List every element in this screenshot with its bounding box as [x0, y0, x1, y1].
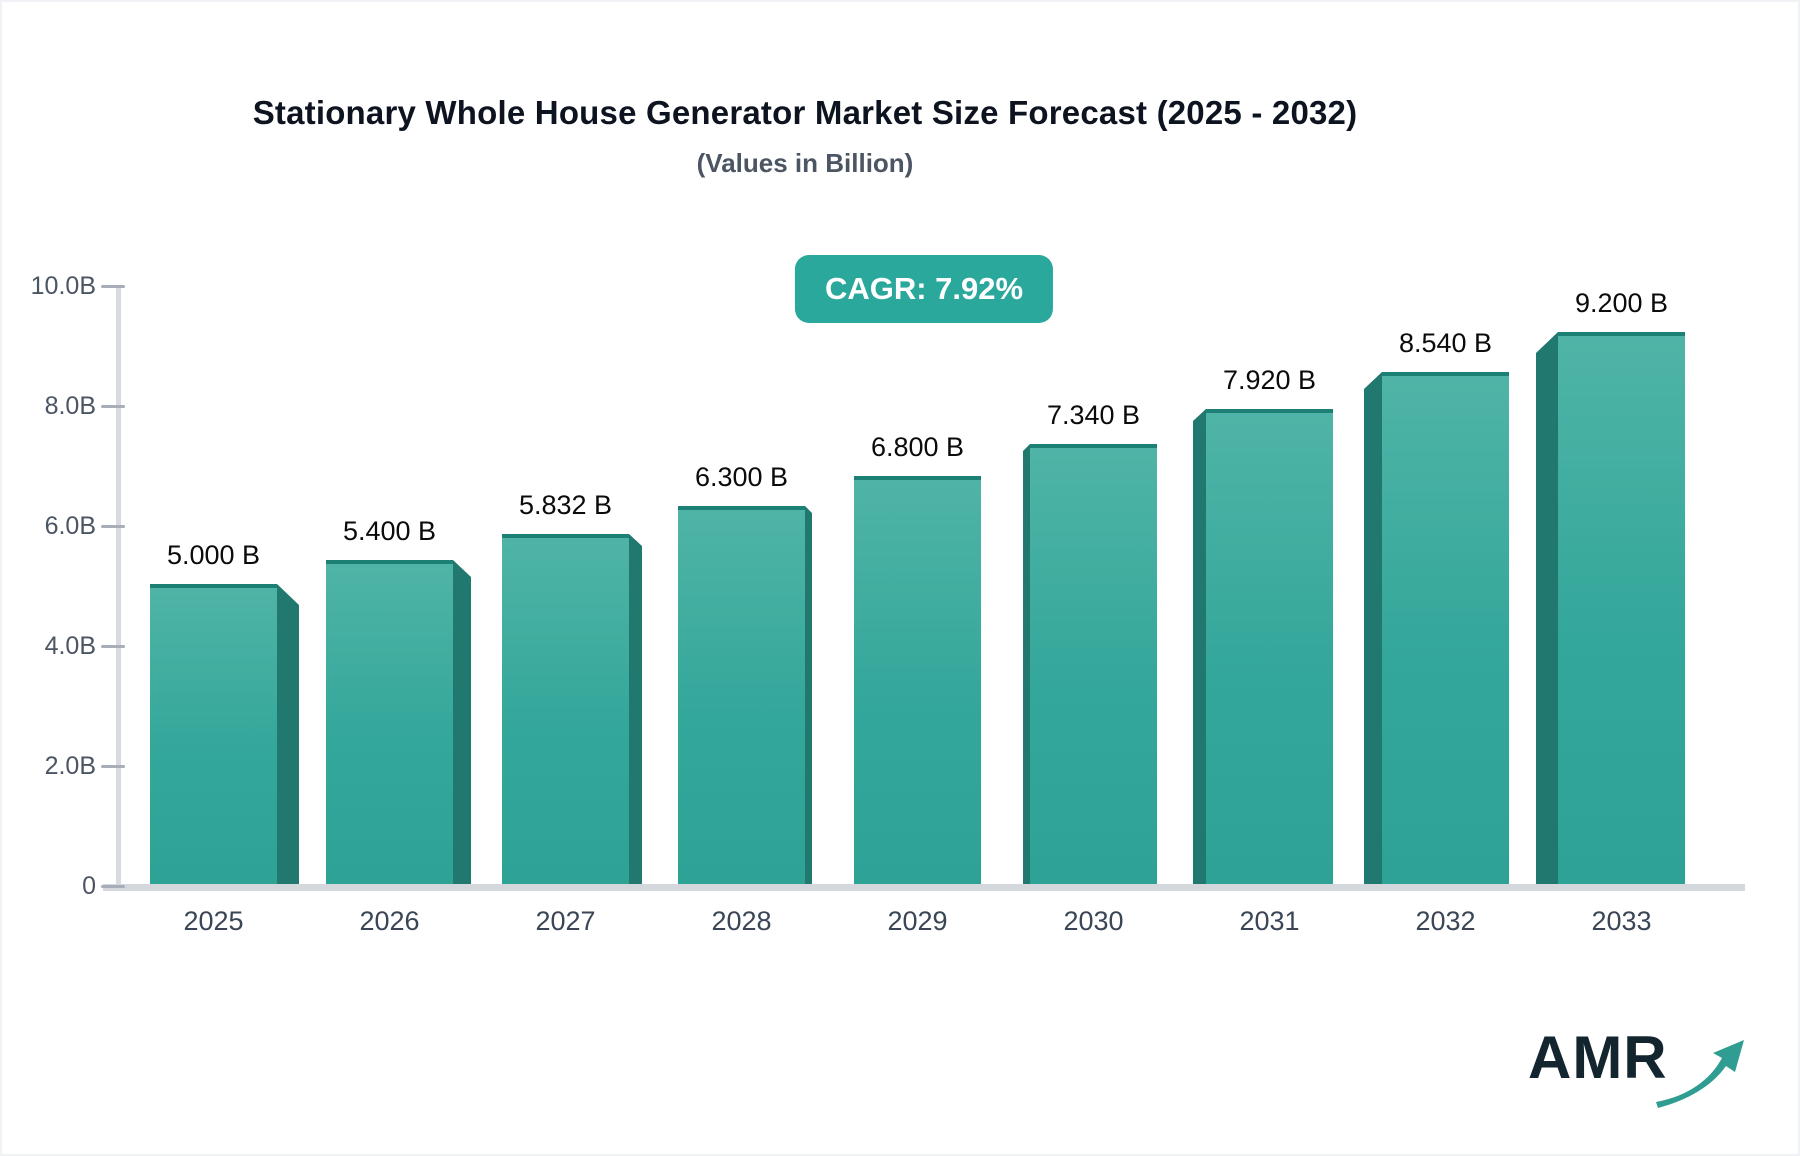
bar-value-label: 8.540 B [1398, 328, 1493, 358]
page-subtitle: (Values in Billion) [696, 148, 914, 178]
x-axis [103, 884, 1745, 891]
x-axis-label-2033: 2033 [1591, 906, 1652, 936]
bar-2031 [1206, 409, 1333, 884]
bar-value-label: 9.200 B [1574, 288, 1669, 318]
x-axis-label-2025: 2025 [183, 906, 244, 936]
bar-side-2033 [1536, 332, 1558, 884]
bar-value-label: 5.000 B [166, 540, 261, 570]
x-axis-label-2030: 2030 [1063, 906, 1124, 936]
cagr-badge-label: CAGR: 7.92% [824, 271, 1024, 306]
x-axis-label-2027: 2027 [535, 906, 596, 936]
bar-side-2032 [1364, 372, 1382, 884]
bar-2030 [1030, 444, 1157, 884]
y-tick-label: 8.0B [44, 392, 96, 420]
bar-value-label: 6.800 B [870, 432, 965, 462]
bar-2032 [1382, 372, 1509, 884]
page-title: Stationary Whole House Generator Market … [252, 94, 1358, 131]
y-tick-mark [101, 765, 125, 768]
amr-logo: AMR [1528, 1028, 1746, 1108]
bar-value-label: 6.300 B [694, 462, 789, 492]
bar-2033 [1558, 332, 1685, 884]
growth-arrow-icon [1655, 1040, 1744, 1108]
y-tick-mark [101, 525, 125, 528]
bar-value-label: 5.400 B [342, 516, 437, 546]
x-axis-label-2032: 2032 [1415, 906, 1476, 936]
y-tick-mark [101, 405, 125, 408]
bar-value-label: 7.920 B [1222, 365, 1317, 395]
bar-2028 [678, 506, 805, 884]
y-tick-label: 4.0B [44, 632, 96, 660]
bar-2025 [150, 584, 277, 884]
bar-2027 [502, 534, 629, 884]
amr-logo-text: AMR [1528, 1024, 1668, 1091]
x-axis-label-2029: 2029 [887, 906, 948, 936]
y-tick-label: 10.0B [30, 272, 96, 300]
bar-value-label: 7.340 B [1046, 400, 1141, 430]
y-tick-label: 2.0B [44, 752, 96, 780]
y-tick-mark [101, 885, 125, 888]
bar-side-2030 [1023, 444, 1030, 884]
cagr-badge: CAGR: 7.92% [794, 255, 1054, 323]
y-tick-mark [101, 285, 125, 288]
x-axis-label-2028: 2028 [711, 906, 772, 936]
bar-side-2027 [629, 534, 642, 884]
y-tick-mark [101, 645, 125, 648]
y-tick-label: 6.0B [44, 512, 96, 540]
bar-2029 [854, 476, 981, 884]
bar-side-2031 [1193, 409, 1206, 884]
bar-side-2025 [277, 584, 299, 884]
bar-side-2026 [453, 560, 471, 884]
bar-2026 [326, 560, 453, 884]
x-axis-label-2031: 2031 [1239, 906, 1300, 936]
y-tick-label: 0 [82, 872, 96, 900]
y-axis [116, 286, 121, 888]
bar-value-label: 5.832 B [518, 490, 613, 520]
x-axis-label-2026: 2026 [359, 906, 420, 936]
bar-side-2028 [805, 506, 812, 884]
